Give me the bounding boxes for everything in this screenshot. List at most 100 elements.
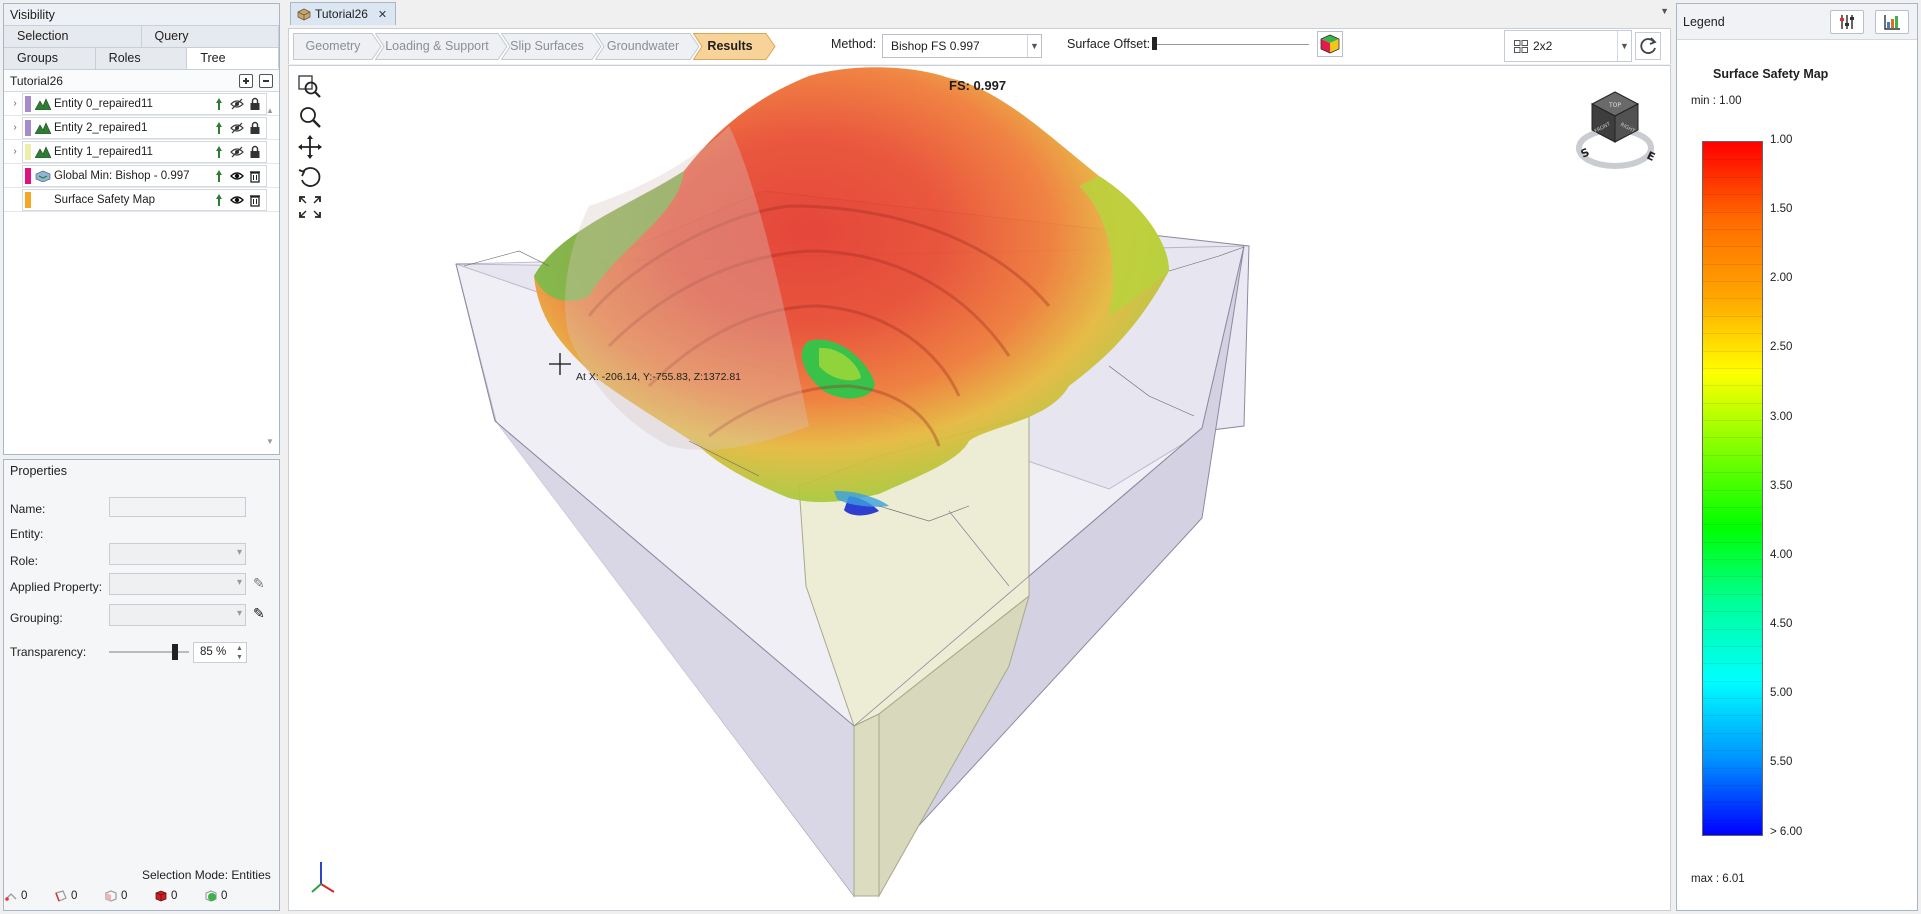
rotate-icon[interactable] [297,164,323,190]
group-counter[interactable]: 0 [204,889,254,903]
transparency-slider[interactable] [109,651,189,653]
property-icon[interactable] [212,121,226,135]
color-swatch[interactable] [25,167,31,184]
document-tab[interactable]: Tutorial26 ✕ [290,2,397,25]
pan-icon[interactable] [297,134,323,160]
slip-surface-icon [35,170,51,182]
property-icon[interactable] [212,97,226,111]
colorbar-band-divider [1703,420,1762,421]
face-counter[interactable]: 0 [104,889,154,903]
tab-query[interactable]: Query [142,26,279,47]
color-swatch[interactable] [25,191,31,208]
transparency-slider-thumb[interactable] [172,644,178,660]
lock-icon[interactable] [248,97,262,111]
entity-label: Entity: [10,527,44,541]
collapse-all-icon[interactable] [259,73,273,88]
hidden-eye-icon[interactable] [230,145,244,159]
applied-property-select[interactable] [109,573,246,595]
expand-arrow-icon[interactable]: › [13,98,17,109]
zoom-window-icon[interactable] [297,74,323,100]
close-icon[interactable]: ✕ [377,8,388,21]
grouping-label: Grouping: [10,611,63,625]
tab-tree[interactable]: Tree [187,48,280,69]
workflow-step-loading-support[interactable]: Loading & Support [375,33,508,60]
tree-row[interactable]: › Entity 0_repaired11 [4,92,279,116]
colorbar-band-divider [1703,611,1762,613]
property-icon[interactable] [212,193,226,207]
transparency-spinner[interactable]: ▲ ▼ [236,645,243,661]
zoom-icon[interactable] [297,104,323,130]
workflow-step-geometry[interactable]: Geometry [293,33,382,60]
navcube-top-face[interactable]: TOP [1608,102,1621,109]
navigation-cube[interactable]: TOP FRONT RIGHT S E [1575,86,1665,176]
surface-offset-thumb[interactable] [1152,37,1157,50]
legend-title: Surface Safety Map [1713,67,1829,81]
color-swatch[interactable] [25,119,31,136]
zoom-extents-icon[interactable] [297,194,323,220]
expand-all-icon[interactable] [239,73,253,88]
coordinate-readout: At X: -206.14, Y:-755.83, Z:1372.81 [576,371,742,383]
property-icon[interactable] [212,145,226,159]
legend-tick-label: 5.00 [1770,687,1793,700]
delete-icon[interactable] [248,169,262,183]
workflow-step-groundwater[interactable]: Groundwater [595,33,700,60]
surface-display-button[interactable] [1317,31,1343,57]
edit-property-icon[interactable]: ✎ [253,575,265,591]
grouping-select[interactable] [109,604,246,626]
eye-icon[interactable] [230,193,244,207]
compass-east[interactable]: E [1645,149,1657,164]
tree-scrollbar[interactable]: ▲ ▼ [266,106,274,446]
model-icon [297,8,311,21]
legend-header-title: Legend [1683,15,1725,29]
role-select[interactable] [109,543,246,565]
step-chevron [293,33,382,60]
colorbar-band-divider [1703,402,1762,404]
expand-arrow-icon[interactable]: › [13,146,17,157]
colorbar-band-divider [1703,784,1762,786]
colored-cube-icon [1320,34,1340,54]
surface-offset-slider[interactable] [1153,44,1309,45]
hidden-eye-icon[interactable] [230,97,244,111]
refresh-button[interactable] [1635,32,1661,60]
tree-row-label: Entity 2_repaired1 [54,121,148,134]
colorbar-band-divider [1703,176,1762,178]
color-swatch[interactable] [25,95,31,112]
tab-selection[interactable]: Selection [4,26,142,47]
legend-chart-button[interactable] [1875,10,1909,34]
model-scene[interactable] [289,66,1671,911]
tree-root-label: Tutorial26 [10,73,63,88]
3d-viewport[interactable]: FS: 0.997 At X: -206.14, Y:-755.83, Z:13… [288,65,1671,911]
tree-row[interactable]: Global Min: Bishop - 0.997 [4,164,279,188]
tree-row-label: Surface Safety Map [54,193,155,206]
tree-row[interactable]: Surface Safety Map [4,188,279,212]
vertex-counter[interactable]: 0 [4,889,54,903]
expand-arrow-icon[interactable]: › [13,122,17,133]
crosshair-cursor-icon [549,353,571,375]
eye-icon[interactable] [230,169,244,183]
property-icon[interactable] [212,169,226,183]
tab-roles[interactable]: Roles [96,48,188,69]
tab-groups[interactable]: Groups [4,48,96,69]
legend-tick-label: 2.00 [1770,272,1793,285]
workflow-step-slip-surfaces[interactable]: Slip Surfaces [501,33,602,60]
legend-tick-label: 3.00 [1770,410,1793,423]
lock-icon[interactable] [248,145,262,159]
color-swatch[interactable] [25,143,31,160]
transparency-input[interactable]: 85 % ▲ ▼ [193,642,247,663]
view-layout-select[interactable]: 2x2 ▼ [1504,30,1632,62]
workflow-step-results[interactable]: Results [693,33,776,60]
edge-counter[interactable]: 0 [54,889,104,903]
edit-grouping-icon[interactable]: ✎ [253,605,265,621]
tree-row[interactable]: › Entity 2_repaired1 [4,116,279,140]
tree-row[interactable]: › Entity 1_repaired11 [4,140,279,164]
colorbar-band-divider [1703,159,1762,161]
name-field[interactable] [109,497,246,517]
solid-counter[interactable]: 0 [154,889,204,903]
method-select[interactable]: Bishop FS 0.997 ▼ [882,34,1042,58]
legend-settings-button[interactable] [1830,10,1864,34]
tab-list-dropdown-icon[interactable]: ▼ [1660,6,1669,16]
hidden-eye-icon[interactable] [230,121,244,135]
delete-icon[interactable] [248,193,262,207]
colorbar-band-divider [1703,750,1762,752]
lock-icon[interactable] [248,121,262,135]
